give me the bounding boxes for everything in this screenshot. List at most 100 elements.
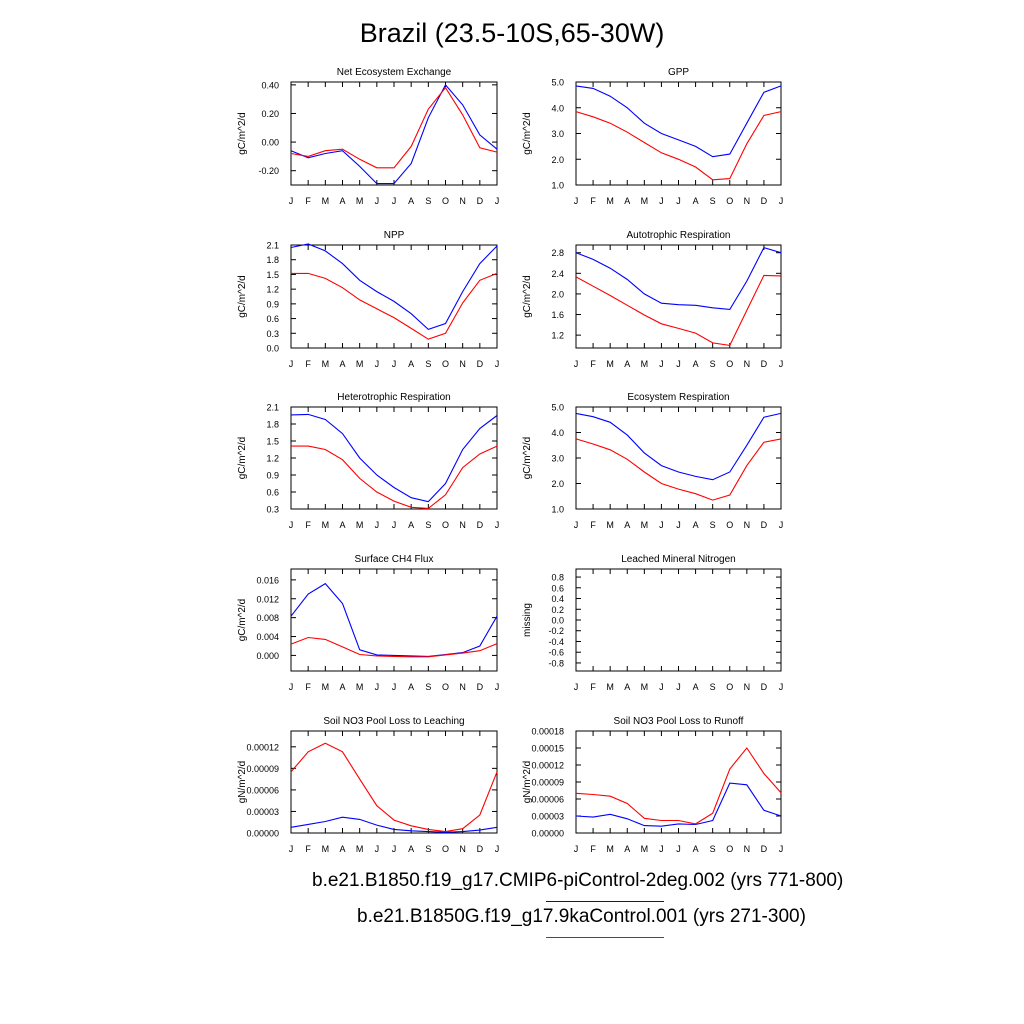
x-tick-label: S	[710, 682, 716, 692]
x-tick-label: D	[477, 844, 484, 854]
x-tick-label: F	[590, 359, 596, 369]
x-tick-label: J	[676, 844, 681, 854]
y-tick-label: 0.00012	[531, 761, 564, 771]
x-tick-label: O	[726, 682, 733, 692]
x-tick-label: D	[761, 520, 768, 530]
x-tick-label: A	[339, 359, 345, 369]
x-tick-label: F	[305, 359, 311, 369]
x-tick-label: J	[289, 844, 294, 854]
x-tick-label: N	[459, 682, 466, 692]
x-tick-label: J	[659, 359, 664, 369]
x-tick-label: A	[408, 520, 414, 530]
y-tick-label: 0.00000	[246, 829, 279, 839]
plot-frame	[290, 81, 498, 186]
x-tick-label: M	[356, 196, 364, 206]
plot-frame	[575, 81, 782, 186]
y-tick-label: 0.6	[266, 488, 279, 498]
x-tick-label: F	[305, 196, 311, 206]
x-tick-label: F	[590, 682, 596, 692]
x-tick-label: M	[322, 196, 330, 206]
y-tick-label: 1.5	[266, 437, 279, 447]
series-line-case1	[290, 243, 498, 331]
y-tick-label: 0.9	[266, 299, 279, 309]
y-tick-label: 0.00018	[531, 727, 564, 737]
y-tick-label: 2.1	[266, 403, 279, 413]
y-tick-label: 0.004	[256, 632, 279, 642]
x-tick-label: M	[322, 520, 330, 530]
x-tick-label: J	[779, 196, 784, 206]
x-tick-label: J	[375, 844, 380, 854]
x-tick-label: M	[641, 520, 649, 530]
x-tick-label: J	[779, 682, 784, 692]
x-tick-label: A	[408, 359, 414, 369]
series-line-case2	[575, 274, 782, 347]
x-tick-label: M	[606, 196, 614, 206]
y-tick-label: 2.8	[551, 248, 564, 258]
x-tick-label: A	[693, 520, 699, 530]
plot-frame	[290, 244, 498, 349]
x-tick-label: M	[356, 682, 364, 692]
x-tick-label: S	[425, 844, 431, 854]
x-tick-label: N	[459, 196, 466, 206]
series-line-case1	[290, 83, 498, 185]
y-tick-label: 0.0	[551, 616, 564, 626]
y-tick-label: 3.0	[551, 129, 564, 139]
x-tick-label: S	[710, 196, 716, 206]
y-tick-label: 0.008	[256, 613, 279, 623]
x-tick-label: A	[624, 520, 630, 530]
x-tick-label: N	[744, 196, 751, 206]
x-tick-label: J	[676, 359, 681, 369]
x-tick-label: A	[624, 682, 630, 692]
y-tick-label: -0.2	[548, 626, 564, 636]
y-tick-label: 1.0	[551, 505, 564, 515]
panel-title: Heterotrophic Respiration	[337, 392, 450, 403]
legend-line-case1	[546, 901, 664, 902]
y-axis-label: missing	[522, 603, 533, 637]
x-tick-label: S	[425, 196, 431, 206]
x-tick-label: D	[761, 682, 768, 692]
y-axis-label: gC/m^2/d	[522, 437, 533, 480]
y-tick-label: 0.00006	[246, 785, 279, 795]
x-tick-label: J	[659, 844, 664, 854]
y-axis-label: gC/m^2/d	[237, 599, 248, 642]
y-tick-label: 0.6	[266, 314, 279, 324]
y-tick-label: 4.0	[551, 428, 564, 438]
plot-frame	[575, 730, 782, 834]
x-tick-label: M	[356, 520, 364, 530]
plot-frame	[290, 406, 498, 510]
series-line-case2	[575, 438, 782, 501]
y-axis-label: gN/m^2/d	[237, 761, 248, 804]
x-tick-label: O	[726, 520, 733, 530]
x-tick-label: M	[606, 520, 614, 530]
y-tick-label: 0.3	[266, 329, 279, 339]
y-tick-label: 0.4	[551, 594, 564, 604]
x-tick-label: J	[289, 520, 294, 530]
y-tick-label: -0.8	[548, 658, 564, 668]
x-tick-label: J	[392, 520, 397, 530]
x-tick-label: F	[305, 844, 311, 854]
x-tick-label: D	[761, 196, 768, 206]
x-tick-label: M	[322, 844, 330, 854]
x-tick-label: J	[659, 196, 664, 206]
x-tick-label: O	[442, 682, 449, 692]
x-tick-label: S	[710, 844, 716, 854]
x-tick-label: A	[624, 359, 630, 369]
x-tick-label: J	[495, 844, 500, 854]
series-line-case1	[575, 246, 782, 310]
panel-title: Soil NO3 Pool Loss to Runoff	[614, 716, 744, 727]
x-tick-label: D	[477, 682, 484, 692]
plot-frame	[290, 730, 498, 834]
x-tick-label: A	[693, 359, 699, 369]
series-line-case2	[291, 272, 498, 340]
x-tick-label: A	[339, 520, 345, 530]
y-tick-label: 3.0	[551, 454, 564, 464]
x-tick-label: O	[726, 196, 733, 206]
x-tick-label: F	[305, 520, 311, 530]
plot-frame	[575, 244, 782, 349]
x-tick-label: A	[339, 682, 345, 692]
